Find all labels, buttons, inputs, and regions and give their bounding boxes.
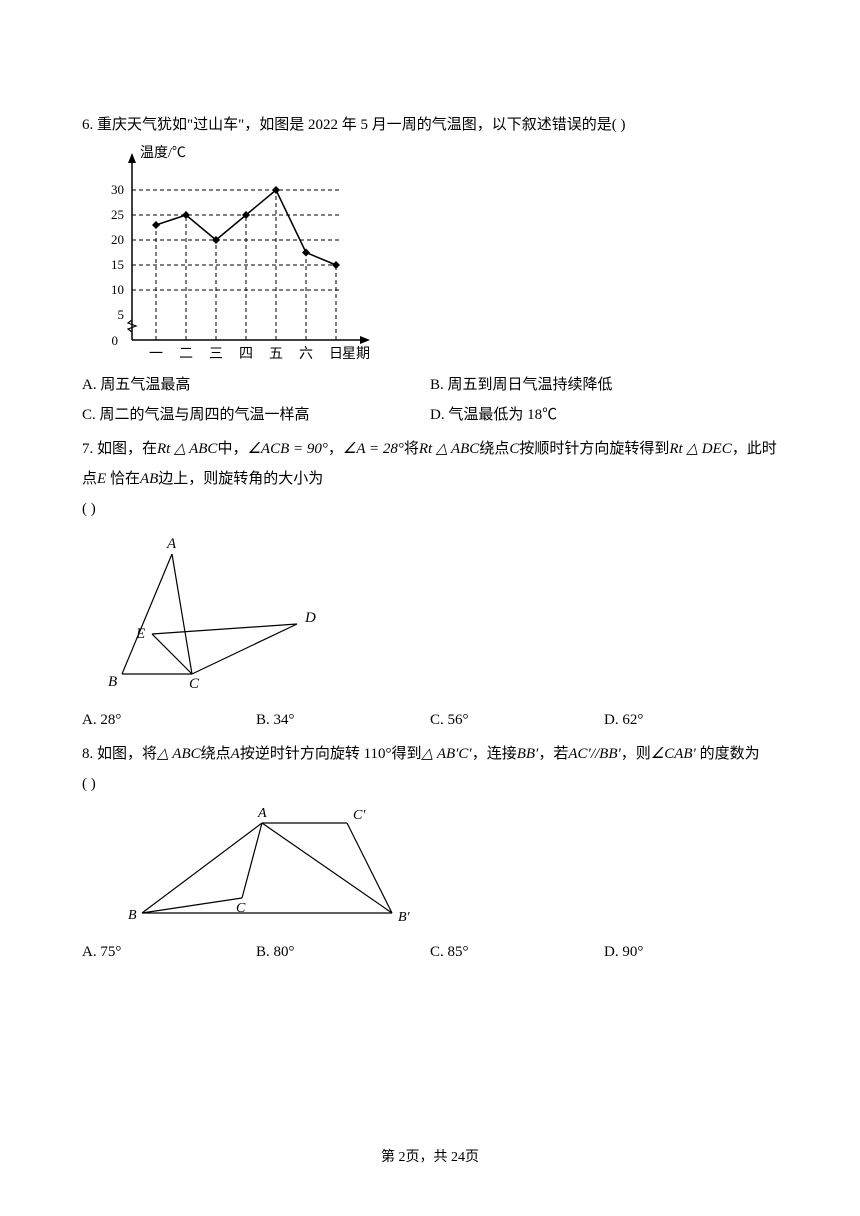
- q7-text: 7. 如图，在Rt △ ABC中，∠ACB = 90°，∠A = 28°将Rt …: [82, 434, 778, 494]
- svg-text:5: 5: [118, 307, 125, 322]
- svg-text:10: 10: [111, 282, 124, 297]
- q8-opt-d: D. 90°: [604, 937, 778, 967]
- page-footer: 第 2页，共 24页: [0, 1146, 860, 1166]
- q6-opt-a: A. 周五气温最高: [82, 370, 430, 400]
- q8-text: 8. 如图，将△ ABC绕点A按逆时针方向旋转 110°得到△ AB′C′，连接…: [82, 739, 778, 769]
- svg-text:星期: 星期: [342, 346, 370, 362]
- svg-text:20: 20: [111, 232, 124, 247]
- q8-paren: ( ): [82, 769, 778, 799]
- q7-diagram: A B C D E: [82, 534, 322, 699]
- q8-options: A. 75° B. 80° C. 85° D. 90°: [82, 937, 778, 967]
- q6-text: 6. 重庆天气犹如"过山车"，如图是 2022 年 5 月一周的气温图，以下叙述…: [82, 110, 778, 140]
- q6-opt-d: D. 气温最低为 18℃: [430, 400, 778, 430]
- q6-options-row2: C. 周二的气温与周四的气温一样高 D. 气温最低为 18℃: [82, 400, 778, 430]
- q6-chart: 0 5 10 15 20 25 30 温度/℃ 星期 一 二 三 四 五 六 日: [82, 140, 382, 370]
- svg-text:C: C: [236, 901, 246, 916]
- svg-text:B: B: [128, 908, 137, 923]
- svg-text:三: 三: [209, 347, 223, 362]
- svg-text:A: A: [257, 806, 267, 821]
- svg-text:B': B': [398, 910, 411, 925]
- q8-opt-b: B. 80°: [256, 937, 430, 967]
- q6-options-row1: A. 周五气温最高 B. 周五到周日气温持续降低: [82, 370, 778, 400]
- q6-opt-b: B. 周五到周日气温持续降低: [430, 370, 778, 400]
- q7-options: A. 28° B. 34° C. 56° D. 62°: [82, 705, 778, 735]
- q6-prefix: 6.: [82, 117, 97, 133]
- svg-text:C: C: [189, 676, 200, 692]
- svg-text:15: 15: [111, 257, 124, 272]
- svg-text:0: 0: [112, 333, 119, 348]
- svg-text:一: 一: [149, 347, 163, 362]
- q7-paren: ( ): [82, 494, 778, 524]
- q8-diagram: A B C B' C': [122, 803, 422, 933]
- svg-text:日: 日: [329, 347, 343, 362]
- q8-opt-c: C. 85°: [430, 937, 604, 967]
- svg-text:30: 30: [111, 182, 124, 197]
- q7-opt-d: D. 62°: [604, 705, 778, 735]
- q6-body: 重庆天气犹如"过山车"，如图是 2022 年 5 月一周的气温图，以下叙述错误的…: [97, 117, 626, 133]
- svg-text:E: E: [135, 626, 145, 642]
- svg-text:五: 五: [269, 347, 283, 362]
- q7-opt-a: A. 28°: [82, 705, 256, 735]
- svg-text:25: 25: [111, 207, 124, 222]
- svg-text:B: B: [108, 674, 117, 690]
- svg-text:D: D: [304, 610, 316, 626]
- q8-opt-a: A. 75°: [82, 937, 256, 967]
- svg-text:四: 四: [239, 347, 253, 362]
- q6-opt-c: C. 周二的气温与周四的气温一样高: [82, 400, 430, 430]
- q7-opt-c: C. 56°: [430, 705, 604, 735]
- q8-prefix: 8.: [82, 746, 97, 762]
- svg-text:六: 六: [299, 346, 313, 362]
- q7-opt-b: B. 34°: [256, 705, 430, 735]
- q7-prefix: 7.: [82, 441, 97, 457]
- svg-text:温度/℃: 温度/℃: [140, 145, 186, 161]
- svg-text:C': C': [353, 808, 366, 823]
- svg-text:A: A: [166, 536, 177, 552]
- svg-text:二: 二: [179, 347, 193, 362]
